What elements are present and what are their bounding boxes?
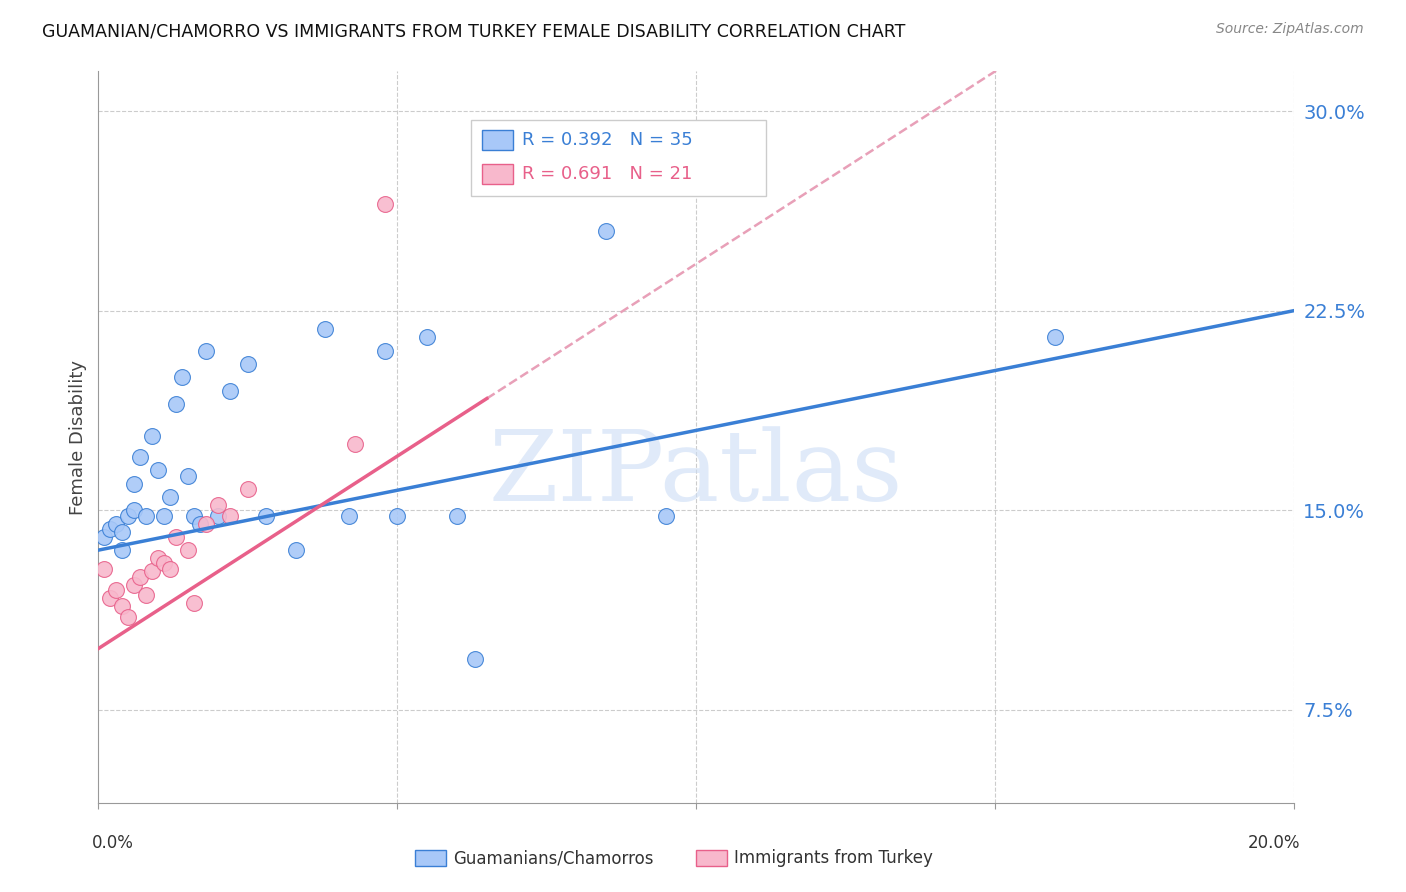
- Point: [117, 609, 139, 624]
- Point: [385, 508, 409, 523]
- Point: [165, 397, 187, 411]
- Point: [207, 508, 229, 523]
- Point: [111, 599, 134, 613]
- Point: [129, 570, 152, 584]
- Text: 20.0%: 20.0%: [1249, 834, 1301, 852]
- Point: [98, 591, 122, 605]
- Point: [129, 450, 152, 464]
- Point: [1043, 330, 1066, 344]
- Text: GUAMANIAN/CHAMORRO VS IMMIGRANTS FROM TURKEY FEMALE DISABILITY CORRELATION CHART: GUAMANIAN/CHAMORRO VS IMMIGRANTS FROM TU…: [42, 22, 905, 40]
- Point: [339, 508, 361, 523]
- Point: [183, 596, 205, 610]
- Point: [159, 490, 181, 504]
- Point: [236, 482, 259, 496]
- Point: [117, 508, 139, 523]
- Point: [254, 508, 277, 523]
- Text: Source: ZipAtlas.com: Source: ZipAtlas.com: [1216, 22, 1364, 37]
- Point: [177, 543, 200, 558]
- Text: Guamanians/Chamorros: Guamanians/Chamorros: [453, 849, 654, 867]
- Point: [105, 516, 128, 531]
- Point: [159, 562, 181, 576]
- Point: [153, 508, 176, 523]
- Y-axis label: Female Disability: Female Disability: [69, 359, 87, 515]
- Point: [172, 370, 194, 384]
- Point: [105, 582, 128, 597]
- Point: [141, 565, 163, 579]
- Point: [124, 577, 146, 591]
- Point: [165, 530, 187, 544]
- Point: [374, 197, 396, 211]
- Point: [344, 436, 367, 450]
- Text: R = 0.691   N = 21: R = 0.691 N = 21: [522, 165, 692, 183]
- Point: [183, 508, 205, 523]
- Text: 0.0%: 0.0%: [91, 834, 134, 852]
- Point: [177, 468, 200, 483]
- Point: [595, 224, 617, 238]
- Point: [195, 516, 218, 531]
- Point: [219, 384, 242, 398]
- Point: [141, 429, 163, 443]
- Point: [98, 522, 122, 536]
- Point: [374, 343, 396, 358]
- Point: [135, 508, 157, 523]
- Point: [207, 498, 229, 512]
- Point: [416, 330, 439, 344]
- Point: [124, 476, 146, 491]
- Point: [93, 562, 115, 576]
- Point: [148, 551, 170, 566]
- Text: ZIPatlas: ZIPatlas: [489, 425, 903, 522]
- Text: R = 0.392   N = 35: R = 0.392 N = 35: [522, 131, 692, 149]
- Point: [188, 516, 211, 531]
- Point: [195, 343, 218, 358]
- Point: [464, 652, 486, 666]
- Text: Immigrants from Turkey: Immigrants from Turkey: [734, 849, 932, 867]
- Point: [111, 543, 134, 558]
- Point: [148, 463, 170, 477]
- Point: [219, 508, 242, 523]
- Point: [93, 530, 115, 544]
- Point: [124, 503, 146, 517]
- Point: [236, 357, 259, 371]
- Point: [655, 508, 678, 523]
- Point: [284, 543, 307, 558]
- Point: [111, 524, 134, 539]
- Point: [135, 588, 157, 602]
- Point: [315, 322, 337, 336]
- Point: [153, 557, 176, 571]
- Point: [446, 508, 468, 523]
